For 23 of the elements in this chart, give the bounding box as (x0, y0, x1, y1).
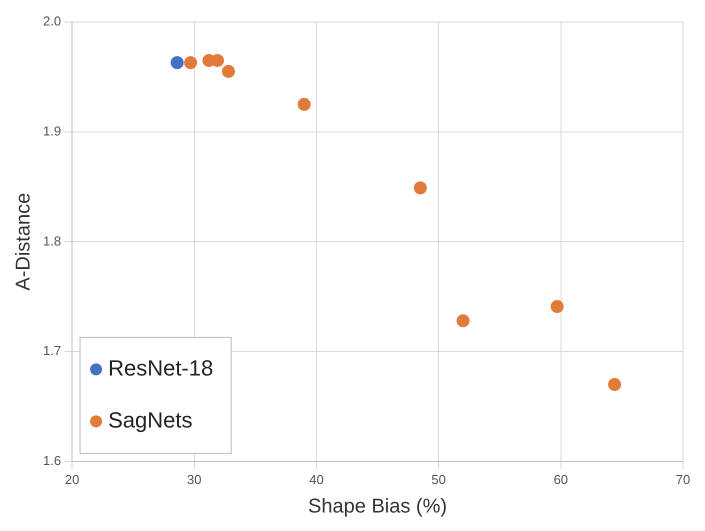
point (414, 181, 427, 194)
y-tick-label: 1.8 (42, 233, 62, 248)
y-tick-label: 1.9 (42, 123, 62, 138)
x-tick-label: 50 (431, 472, 446, 487)
point (608, 378, 622, 392)
legend-label: ResNet-18 (108, 355, 214, 380)
y-tick-label: 2.0 (42, 14, 62, 29)
y-tick-label: 1.6 (42, 452, 62, 468)
x-tick-label: 20 (64, 472, 80, 487)
point (298, 98, 311, 111)
x-tick-label: 60 (554, 472, 568, 487)
point (456, 314, 470, 328)
y-axis-title: A-Distance (12, 192, 35, 291)
point (184, 56, 198, 70)
point (222, 64, 235, 78)
x-tick-label: 40 (309, 472, 324, 487)
y-tick-label: 1.7 (42, 343, 62, 358)
legend-label: SagNets (108, 407, 192, 432)
x-tick-label: 30 (187, 472, 202, 487)
point (170, 56, 184, 70)
x-axis-title: Shape Bias (%) (308, 496, 448, 518)
x-tick-label: 70 (676, 472, 690, 487)
point (550, 300, 564, 314)
